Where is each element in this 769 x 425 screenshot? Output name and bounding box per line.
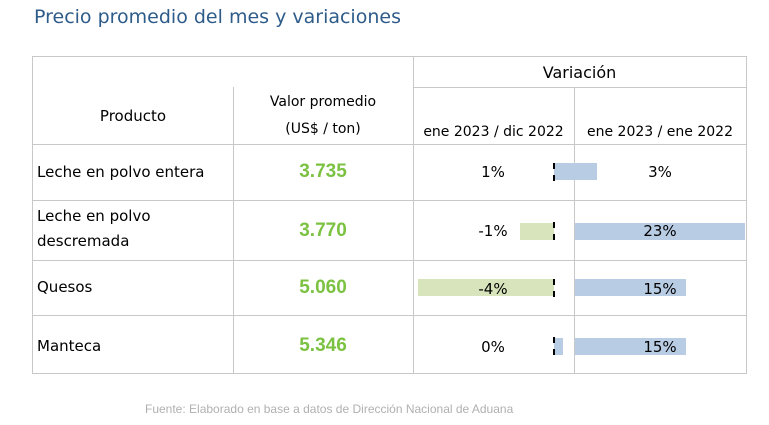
dic-variation-label: -1%	[478, 222, 508, 240]
valor-header-line1: Valor promedio	[269, 94, 377, 110]
ene-variation-label: 23%	[643, 222, 677, 240]
price-value: 5.346	[299, 335, 347, 356]
dic-variation-bar	[520, 223, 554, 240]
ene-variation-label: 15%	[643, 280, 677, 298]
ene-variation-label: 15%	[643, 338, 677, 356]
zero-axis	[553, 279, 555, 297]
row-divider	[33, 144, 746, 145]
price-value: 3.735	[299, 161, 347, 182]
product-name: Quesos	[37, 278, 93, 296]
zero-axis	[553, 222, 555, 240]
price-table: Variación Producto Valor promedio (US$ /…	[32, 56, 747, 374]
ene-variation-bar	[575, 338, 686, 355]
zero-axis	[553, 337, 555, 355]
zero-axis	[553, 163, 555, 181]
dic-variation-bar	[418, 279, 554, 296]
price-value: 5.060	[299, 277, 347, 298]
column-divider	[233, 87, 234, 373]
col-dic-header: ene 2023 / dic 2022	[423, 124, 564, 140]
product-name: Leche en polvo	[37, 207, 151, 225]
col-ene-header: ene 2023 / ene 2022	[587, 124, 733, 140]
producto-header: Producto	[99, 107, 167, 125]
dic-variation-label: 1%	[481, 163, 505, 181]
variacion-header: Variación	[542, 63, 617, 82]
column-divider	[413, 57, 414, 373]
product-name-line2: descremada	[37, 232, 130, 250]
row-divider	[33, 260, 746, 261]
dic-variation-bar	[554, 338, 563, 355]
ene-variation-bar	[575, 279, 686, 296]
product-name: Leche en polvo entera	[37, 163, 205, 181]
product-name: Manteca	[37, 337, 102, 355]
ene-variation-bar	[575, 223, 746, 240]
dic-variation-label: 0%	[481, 338, 505, 356]
page-title: Precio promedio del mes y variaciones	[34, 6, 401, 28]
price-value: 3.770	[299, 220, 347, 241]
valor-header-line2: (US$ / ton)	[285, 121, 361, 137]
ene-variation-bar	[575, 163, 598, 180]
row-divider	[33, 200, 746, 201]
dic-variation-label: -4%	[478, 280, 508, 298]
ene-variation-label: 3%	[648, 163, 672, 181]
row-divider	[33, 315, 746, 316]
column-divider	[574, 87, 575, 373]
row-divider	[413, 87, 746, 88]
source-note: Fuente: Elaborado en base a datos de Dir…	[145, 402, 514, 416]
